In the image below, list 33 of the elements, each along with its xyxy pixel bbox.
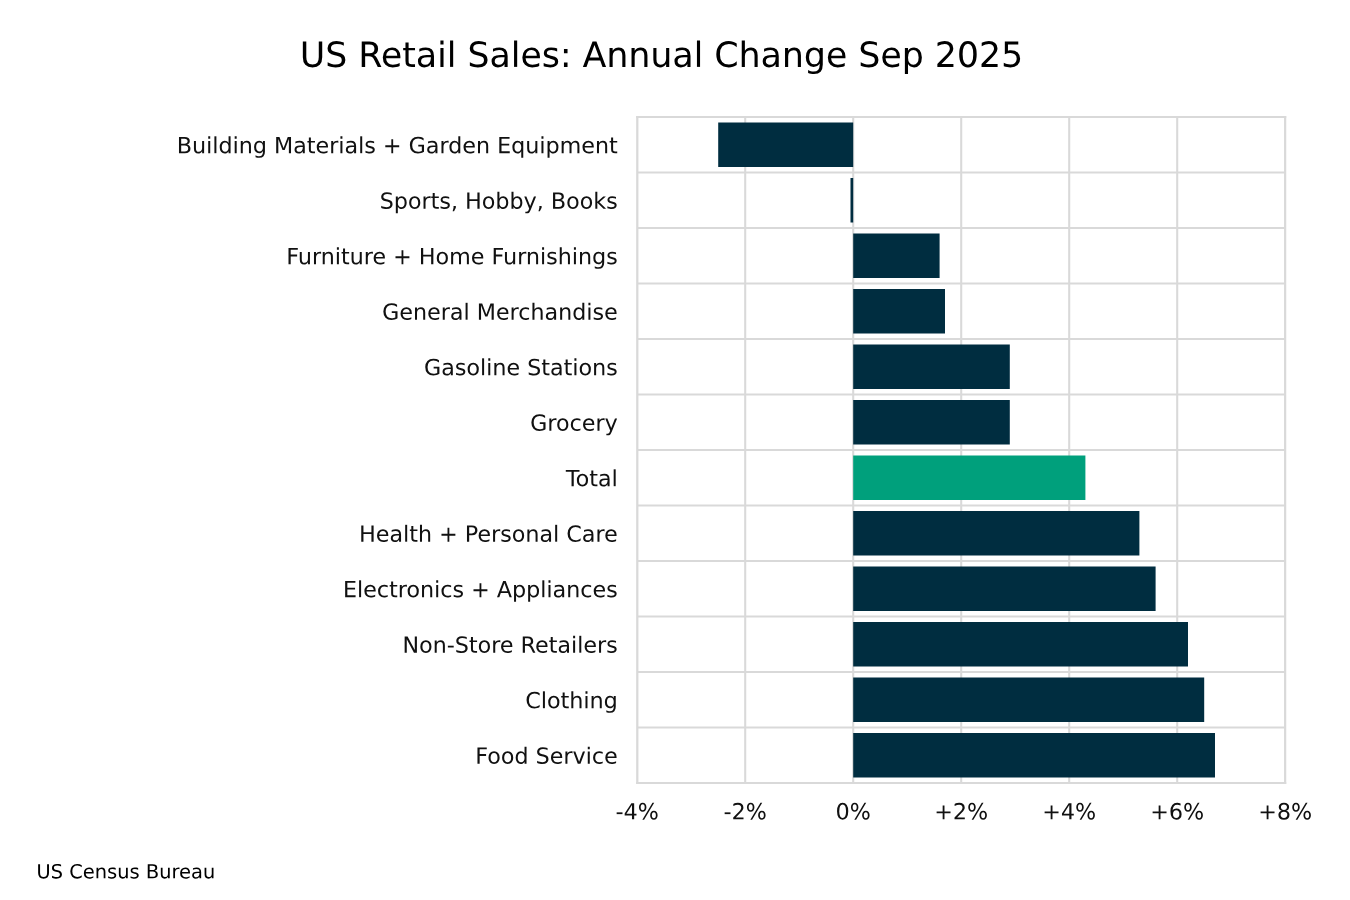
x-tick-label: 0%: [837, 802, 870, 820]
y-tick-label: Furniture + Home Furnishings: [288, 247, 617, 269]
y-tick-label: Grocery: [531, 414, 618, 436]
y-tick-label: Clothing: [526, 691, 616, 713]
y-tick-label: Food Service: [477, 746, 617, 765]
chart-title: US Retail Sales: Annual Change Sep 2025: [302, 40, 1021, 75]
y-tick-label: Sports, Hobby, Books: [381, 191, 617, 214]
y-tick-label: Health + Personal Care: [361, 524, 617, 543]
bar: [853, 344, 1010, 389]
y-tick-label: General Merchandise: [383, 302, 617, 321]
bar: [853, 566, 1156, 611]
x-tick-label: -2%: [724, 802, 766, 820]
bar: [853, 455, 1086, 500]
text: US Census Bureau: [38, 863, 214, 879]
bar: [853, 511, 1140, 556]
bar: [853, 400, 1010, 445]
bar: [853, 289, 945, 334]
bar: [850, 178, 854, 223]
x-tick-label: -4%: [616, 802, 658, 820]
bar: [853, 233, 940, 278]
bar: [718, 122, 854, 167]
y-tick-label: Non-Store Retailers: [404, 635, 617, 654]
x-tick-label: +4%: [1044, 802, 1095, 820]
y-tick-label: Electronics + Appliances: [345, 580, 617, 602]
x-tick-label: +2%: [936, 802, 987, 820]
x-tick-label: +6%: [1152, 802, 1203, 820]
x-tick-label: +8%: [1260, 802, 1311, 820]
bar: [853, 622, 1188, 667]
bar: [853, 677, 1205, 722]
y-tick-label: Gasoline Stations: [425, 358, 617, 376]
bar: [853, 733, 1215, 778]
y-tick-label: Building Materials + Garden Equipment: [178, 136, 618, 158]
y-tick-label: Total: [565, 469, 616, 487]
